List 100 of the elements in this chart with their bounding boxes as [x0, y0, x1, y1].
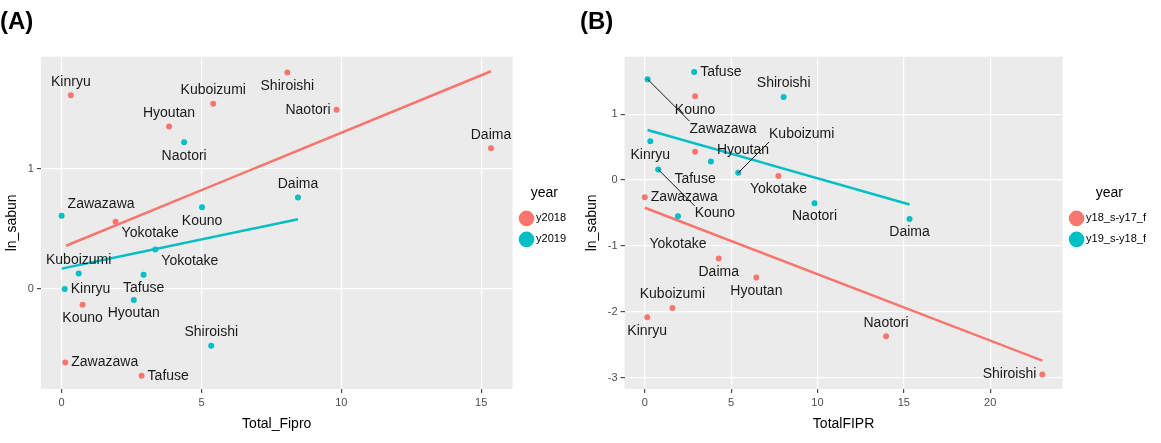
annotation: Zawazawa — [71, 353, 139, 370]
point — [669, 304, 676, 311]
point — [210, 100, 217, 107]
annotation: Yokotake — [161, 251, 219, 268]
annotation: Shiroishi — [184, 323, 239, 340]
x-tick-label: 5 — [198, 395, 205, 408]
point — [130, 296, 137, 303]
point — [79, 301, 86, 308]
annotation: Daima — [698, 262, 740, 279]
annotation: Naotori — [161, 146, 207, 163]
annotation: Tafuse — [700, 62, 742, 79]
annotation: Naotori — [792, 207, 838, 224]
annotation: Kouno — [694, 204, 736, 221]
point — [1039, 371, 1046, 378]
point — [67, 92, 74, 99]
point — [811, 200, 818, 207]
point — [641, 194, 648, 201]
annotation: Kouno — [181, 211, 223, 228]
y-axis-title: ln_sabun — [583, 194, 600, 252]
point — [294, 194, 301, 201]
y-tick-label: -1 — [607, 239, 618, 251]
y-tick-label: 1 — [27, 161, 34, 174]
legend-label: y2019 — [536, 232, 567, 245]
annotation: Yokotake — [649, 234, 707, 251]
x-tick-label: 0 — [58, 395, 65, 408]
y-tick-label: -3 — [607, 370, 618, 383]
annotation: Kinryu — [70, 279, 111, 296]
x-tick-label: 10 — [335, 395, 348, 408]
annotation: Shiroishi — [260, 76, 315, 93]
annotation: Hyoutan — [142, 103, 196, 120]
annotation: Kuboizumi — [639, 285, 706, 302]
point — [775, 173, 782, 180]
legend-label: y2018 — [536, 211, 567, 224]
annotation: Naotori — [285, 100, 331, 117]
annotation: Kouno — [62, 309, 104, 326]
point — [647, 138, 654, 145]
y-axis-title: ln_sabun — [3, 194, 20, 252]
y-tick-label: 1 — [611, 107, 618, 120]
annotation: Zawazawa — [689, 119, 757, 136]
annotation: Shiroishi — [756, 74, 811, 91]
annotation: Kinryu — [627, 321, 668, 338]
legend-title: year — [530, 183, 559, 200]
annotation: Kouno — [674, 100, 716, 117]
point — [333, 106, 340, 113]
point — [138, 372, 145, 379]
legend-label: y19_s-y18_f — [1086, 232, 1147, 245]
annotation: Kinryu — [51, 72, 91, 89]
legend-label: y18_s-y17_f — [1086, 211, 1147, 224]
x-axis-title: TotalFIPR — [812, 415, 875, 432]
point — [199, 204, 206, 211]
chart-title: (A) — [0, 7, 34, 35]
point — [692, 148, 699, 155]
point — [644, 314, 651, 321]
x-tick-label: 10 — [811, 395, 824, 408]
point — [112, 218, 119, 225]
point — [62, 359, 69, 366]
point — [780, 94, 787, 101]
annotation: Zawazawa — [67, 195, 135, 212]
point — [140, 271, 147, 278]
x-tick-label: 0 — [641, 395, 648, 408]
annotation: Kinryu — [630, 145, 671, 162]
annotation: Yokotake — [749, 180, 808, 197]
point — [75, 270, 82, 277]
point — [284, 69, 291, 76]
point — [58, 212, 65, 219]
annotation: Tafuse — [147, 366, 190, 383]
annotation: Hyoutan — [107, 304, 160, 321]
point — [753, 274, 760, 281]
annotation: Kuboizumi — [180, 81, 246, 98]
point — [674, 213, 681, 220]
annotation: Naotori — [863, 313, 909, 330]
annotation: Kuboizumi — [769, 125, 835, 142]
point — [152, 246, 159, 253]
x-tick-label: 5 — [728, 395, 735, 408]
point — [181, 139, 188, 146]
annotation: Yokotake — [121, 224, 179, 241]
point — [487, 145, 494, 152]
annotation: Daima — [277, 174, 319, 191]
y-tick-label: 0 — [611, 173, 618, 186]
x-tick-label: 20 — [984, 395, 997, 408]
annotation: Daima — [889, 223, 930, 240]
point — [208, 342, 215, 349]
point — [906, 215, 913, 222]
x-axis-title: Total_Fipro — [242, 415, 312, 432]
point — [715, 255, 722, 262]
point — [691, 68, 698, 75]
point — [883, 333, 890, 340]
annotation: Kuboizumi — [46, 250, 112, 267]
point — [735, 169, 742, 176]
point — [166, 123, 173, 130]
x-tick-label: 15 — [897, 395, 910, 408]
annotation: Tafuse — [674, 170, 716, 187]
annotation: Daima — [470, 125, 512, 142]
point — [692, 93, 699, 100]
legend-title: year — [1095, 183, 1124, 200]
annotation: Tafuse — [122, 279, 165, 296]
chart-title: (B) — [580, 7, 614, 35]
x-tick-label: 15 — [475, 395, 488, 408]
point — [707, 158, 714, 165]
point — [61, 286, 68, 293]
